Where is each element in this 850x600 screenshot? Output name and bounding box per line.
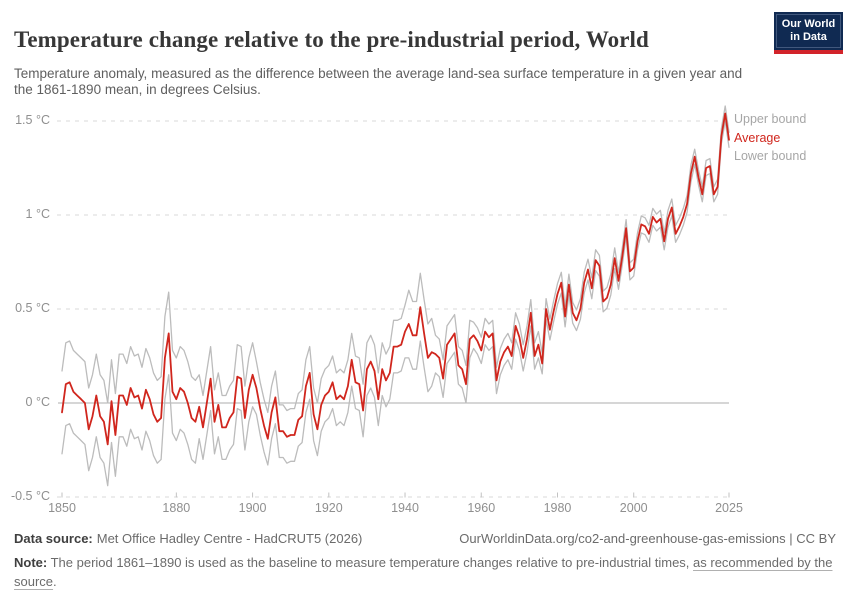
note-label: Note: xyxy=(14,555,48,570)
owid-logo: Our World in Data xyxy=(774,12,843,54)
y-axis-tick-label: -0.5 °C xyxy=(10,489,50,503)
x-axis-tick-marks xyxy=(61,492,730,498)
x-axis-tick-label: 1960 xyxy=(467,501,496,515)
footer: Data source: Met Office Hadley Centre - H… xyxy=(14,531,836,546)
note-text: The period 1861–1890 is used as the base… xyxy=(47,555,694,570)
owid-logo-frame: Our World in Data xyxy=(776,14,841,48)
canonical-url-link[interactable]: OurWorldinData.org/co2-and-greenhouse-ga… xyxy=(459,531,836,546)
x-axis-tick-label: 1980 xyxy=(543,501,572,515)
data-source-value: Met Office Hadley Centre - HadCRUT5 (202… xyxy=(96,531,363,546)
data-source-label: Data source: xyxy=(14,531,93,546)
owid-logo-text-line2: in Data xyxy=(790,31,827,43)
average-line xyxy=(61,112,730,446)
data-source: Data source: Met Office Hadley Centre - H… xyxy=(14,531,362,546)
note-suffix: . xyxy=(53,574,57,589)
legend-label-upper-bound[interactable]: Upper bound xyxy=(734,112,807,126)
legend-label-lower-bound[interactable]: Lower bound xyxy=(734,149,807,163)
x-axis-tick-label: 1850 xyxy=(48,501,76,515)
x-axis-tick-label: 1900 xyxy=(238,501,267,515)
x-axis-tick-label: 1940 xyxy=(391,501,419,515)
lower-bound-line xyxy=(61,120,730,487)
x-axis-tick-label: 2025 xyxy=(715,501,743,515)
owid-logo-red-bar xyxy=(774,50,843,54)
y-axis-tick-label: 0.5 °C xyxy=(15,301,50,315)
y-axis-tick-label: 0 °C xyxy=(25,395,50,409)
page-title: Temperature change relative to the pre-i… xyxy=(14,27,649,53)
chart-subtitle: Temperature anomaly, measured as the dif… xyxy=(14,65,743,98)
y-axis-tick-label: 1.5 °C xyxy=(15,113,50,127)
x-axis-tick-label: 1920 xyxy=(314,501,343,515)
x-axis-tick-label: 2000 xyxy=(619,501,648,515)
x-axis-tick-label: 1880 xyxy=(162,501,191,515)
gridlines xyxy=(57,120,729,498)
upper-bound-line xyxy=(61,105,730,414)
legend-label-average[interactable]: Average xyxy=(734,130,781,145)
owid-logo-text-line1: Our World xyxy=(781,18,836,30)
footer-note: Note: The period 1861–1890 is used as th… xyxy=(14,553,836,591)
note-source-link[interactable]: as recommended by the source xyxy=(14,555,833,589)
y-axis-tick-label: 1 °C xyxy=(25,207,50,221)
